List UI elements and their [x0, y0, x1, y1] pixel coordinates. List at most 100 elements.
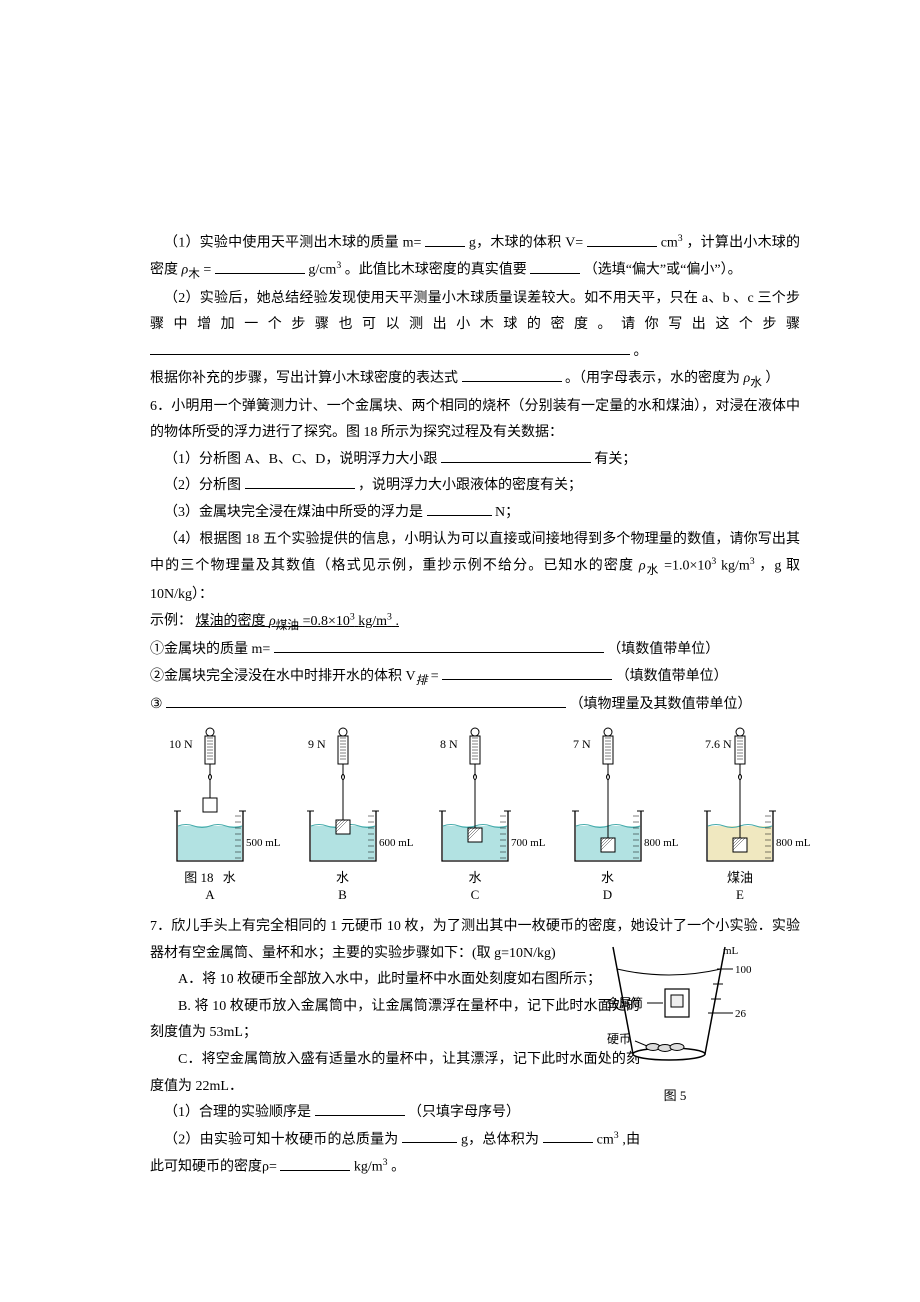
text: cm	[597, 1132, 614, 1147]
text: 示例：	[150, 614, 192, 629]
q7-p2: （2）由实验可知十枚硬币的总质量为 g，总体积为 cm3 ,由此可知硬币的密度ρ…	[150, 1127, 640, 1182]
text: （2）由实验可知十枚硬币的总质量为	[164, 1132, 399, 1147]
text: （2）实验后，她总结经验发现使用天平测量小木球质量误差较大。如不用天平，只在 a…	[150, 291, 800, 333]
blank-mass[interactable]	[425, 246, 465, 247]
fig5-caption: 图 5	[600, 1084, 750, 1109]
blank-q7-order[interactable]	[315, 1115, 405, 1116]
q6-intro: 6．小明用一个弹簧测力计、一个金属块、两个相同的烧杯（分别装有一定量的水和煤油）…	[150, 394, 800, 447]
text: ，说明浮力大小跟液体的密度有关；	[358, 478, 582, 493]
text: =0.8×10	[303, 614, 350, 629]
blank-q7-rho[interactable]	[280, 1170, 350, 1171]
text: ①金属块的质量 m=	[150, 642, 270, 657]
blank-q6-3[interactable]	[427, 515, 492, 516]
text: 水	[646, 564, 660, 577]
text: 煤油的密度	[196, 614, 266, 629]
sub-label-E: 煤油E	[680, 870, 800, 904]
text: g，木球的体积 V=	[469, 236, 583, 251]
svg-text:7.6 N: 7.6 N	[705, 737, 732, 751]
sub-experiment-C: 8 N700 mL	[415, 726, 535, 866]
fig5-svg: 100 mL 26 金属筒 硬币	[605, 939, 745, 1069]
q6-p2: （2）分析图 ，说明浮力大小跟液体的密度有关；	[150, 473, 800, 500]
q7-step-c: C．将空金属筒放入盛有适量水的量杯中，让其漂浮，记下此时水面处的刻度值为 22m…	[150, 1047, 640, 1100]
blank-density[interactable]	[215, 273, 305, 274]
blank-volume[interactable]	[587, 246, 657, 247]
text: ③	[150, 697, 163, 712]
blank-q6-1[interactable]	[441, 462, 591, 463]
svg-text:9 N: 9 N	[308, 737, 326, 751]
text: 3	[678, 233, 683, 244]
q5-part2: （2）实验后，她总结经验发现使用天平测量小木球质量误差较大。如不用天平，只在 a…	[150, 286, 800, 366]
text: 水	[750, 375, 762, 388]
sub-experiment-B: 9 N600 mL	[283, 726, 403, 866]
svg-text:8 N: 8 N	[440, 737, 458, 751]
text: （只填字母序号）	[408, 1105, 520, 1120]
svg-text:500 mL: 500 mL	[246, 837, 281, 849]
blank-expression[interactable]	[462, 381, 562, 382]
text: kg/m	[721, 559, 750, 574]
q6-l1: ①金属块的质量 m= （填数值带单位）	[150, 637, 800, 664]
q6-p3: （3）金属块完全浸在煤油中所受的浮力是 N；	[150, 500, 800, 527]
q6-p1: （1）分析图 A、B、C、D，说明浮力大小跟 有关；	[150, 447, 800, 474]
text: （3）金属块完全浸在煤油中所受的浮力是	[164, 505, 423, 520]
tick-26: 26	[735, 1008, 747, 1020]
blank-q7-mass[interactable]	[402, 1142, 457, 1143]
text: =1.0×10	[664, 559, 711, 574]
jintongtong-label: 金属筒	[607, 995, 643, 1010]
svg-text:800 mL: 800 mL	[644, 837, 679, 849]
text: =	[203, 263, 211, 278]
text: 3	[614, 1130, 619, 1141]
svg-text:10 N: 10 N	[169, 737, 193, 751]
text: 。此值比木球密度的真实值要	[345, 263, 527, 278]
q7-step-a: A．将 10 枚硬币全部放入水中，此时量杯中水面处刻度如右图所示；	[150, 967, 640, 994]
text: 3	[387, 611, 392, 622]
text: 。	[634, 344, 648, 359]
text: g，总体积为	[461, 1132, 539, 1147]
text: （1）实验中使用天平测出木球的质量 m=	[164, 236, 421, 251]
q6-l3: ③ （填物理量及其数值带单位）	[150, 692, 800, 719]
figure-18: 10 N500 mL9 N600 mL8 N700 mL7 N800 mL7.6…	[150, 726, 800, 866]
text: （1）合理的实验顺序是	[164, 1105, 311, 1120]
sub-experiment-svg: 7 N800 mL	[553, 726, 663, 866]
sub-label-B: 水B	[283, 870, 403, 904]
text: ρ	[269, 614, 276, 629]
sub-experiment-svg: 9 N600 mL	[288, 726, 398, 866]
text: （2）分析图	[164, 478, 241, 493]
q5-part1: （1）实验中使用天平测出木球的质量 m= g，木球的体积 V= cm3 ，计算出…	[150, 230, 800, 286]
text: 3	[350, 611, 355, 622]
text: 。	[391, 1160, 405, 1175]
text: ρ	[639, 559, 646, 574]
sub-experiment-A: 10 N500 mL	[150, 726, 270, 866]
figure-18-labels: 图 18 水A水B水C水D煤油E	[150, 870, 800, 904]
text: .	[395, 614, 399, 629]
q7-step-b: B. 将 10 枚硬币放入金属筒中，让金属筒漂浮在量杯中，记下此时水面处的刻度值…	[150, 994, 640, 1047]
sub-experiment-E: 7.6 N800 mL	[680, 726, 800, 866]
text: 3	[336, 260, 341, 271]
blank-q6-2[interactable]	[245, 488, 355, 489]
text: ）	[765, 371, 779, 386]
q6-l2: ②金属块完全浸没在水中时排开水的体积 V排 = （填数值带单位）	[150, 664, 800, 692]
text: 排	[416, 673, 428, 686]
blank-step[interactable]	[150, 354, 630, 355]
blank-bias[interactable]	[530, 273, 580, 274]
blank-q6-other[interactable]	[166, 707, 566, 708]
text: （填物理量及其数值带单位）	[570, 697, 752, 712]
text: （填数值带单位）	[616, 669, 728, 684]
blank-q6-v[interactable]	[442, 679, 612, 680]
text: （1）分析图 A、B、C、D，说明浮力大小跟	[164, 452, 437, 467]
text: 3	[750, 556, 755, 567]
sub-experiment-svg: 10 N500 mL	[155, 726, 265, 866]
text: （选填“偏大”或“偏小”）。	[584, 263, 742, 278]
blank-q6-m[interactable]	[274, 652, 604, 653]
sub-experiment-svg: 7.6 N800 mL	[685, 726, 795, 866]
text: 根据你补充的步骤，写出计算小木球密度的表达式	[150, 371, 458, 386]
svg-text:700 mL: 700 mL	[511, 837, 546, 849]
text: 3	[711, 556, 716, 567]
text: 3	[383, 1157, 388, 1168]
q7-p1: （1）合理的实验顺序是 （只填字母序号）	[150, 1100, 640, 1127]
text: N；	[495, 505, 519, 520]
blank-q7-vol[interactable]	[543, 1142, 593, 1143]
text: =	[431, 669, 439, 684]
text: 煤油	[276, 619, 299, 632]
ml-label: mL	[723, 945, 739, 957]
sub-experiment-svg: 8 N700 mL	[420, 726, 530, 866]
